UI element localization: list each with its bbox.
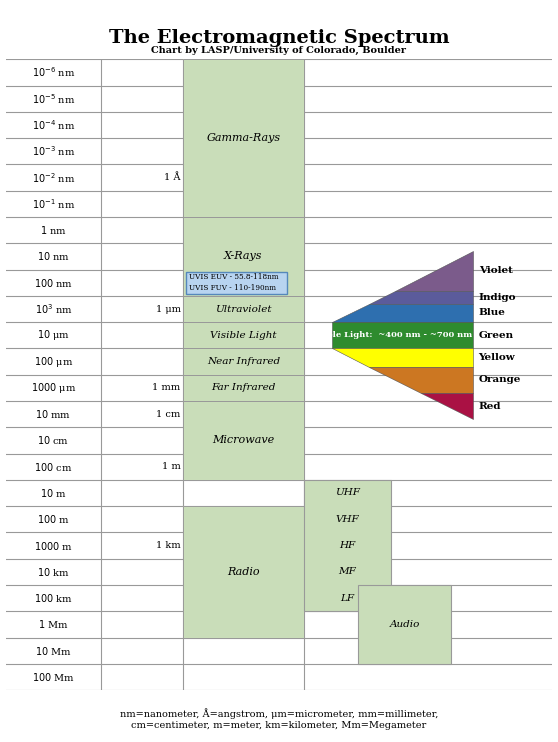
Text: Yellow: Yellow [479, 353, 515, 362]
Text: Green: Green [479, 331, 514, 340]
Text: 1 μm: 1 μm [156, 304, 181, 314]
Text: Radio: Radio [227, 567, 260, 577]
Text: Violet: Violet [479, 266, 512, 275]
Text: 1 Å: 1 Å [164, 173, 181, 182]
Bar [183, 401, 304, 480]
Text: $1$ Mm: $1$ Mm [38, 618, 69, 631]
Bar [186, 272, 287, 294]
Text: UVIS EUV - 55.8-118nm
UVIS FUV - 110-190nm: UVIS EUV - 55.8-118nm UVIS FUV - 110-190… [189, 273, 278, 292]
Text: 1 cm: 1 cm [156, 410, 181, 418]
Text: 1 km: 1 km [156, 541, 181, 550]
Polygon shape [369, 291, 473, 303]
Bar [183, 375, 304, 401]
Text: $1000$ μm: $1000$ μm [31, 381, 76, 395]
Bar [183, 59, 304, 217]
Text: Near Infrared: Near Infrared [207, 357, 280, 366]
Text: Orange: Orange [479, 375, 521, 384]
Bar [183, 349, 304, 375]
Text: $100$ nm: $100$ nm [34, 277, 73, 289]
Text: $10$ m: $10$ m [40, 487, 67, 499]
Text: Far Infrared: Far Infrared [211, 384, 276, 393]
Bar [183, 217, 304, 296]
Bar [183, 296, 304, 322]
Text: HF: HF [339, 541, 355, 550]
Text: The Electromagnetic Spectrum: The Electromagnetic Spectrum [109, 30, 449, 47]
Text: Microwave: Microwave [213, 436, 275, 445]
Polygon shape [333, 303, 473, 322]
Bar [183, 59, 304, 217]
Text: VHF: VHF [335, 515, 359, 524]
Text: Indigo: Indigo [479, 292, 516, 302]
Bar [183, 375, 304, 401]
Text: 1 mm: 1 mm [152, 384, 181, 393]
Text: $10^{-5}$ nm: $10^{-5}$ nm [32, 92, 75, 105]
Text: MF: MF [338, 568, 357, 577]
Bar [183, 349, 304, 375]
Polygon shape [421, 393, 473, 419]
Text: $10^{-6}$ nm: $10^{-6}$ nm [32, 65, 75, 79]
Polygon shape [395, 252, 473, 291]
Text: $10$ Mm: $10$ Mm [35, 645, 72, 657]
Text: $100$ cm: $100$ cm [34, 461, 73, 473]
Text: $100$ Mm: $100$ Mm [32, 671, 75, 683]
Text: $10^{-4}$ nm: $10^{-4}$ nm [32, 118, 75, 132]
Text: Chart by LASP/University of Colorado, Boulder: Chart by LASP/University of Colorado, Bo… [152, 46, 406, 55]
Text: $100$ km: $100$ km [34, 592, 73, 604]
Text: $1000$ m: $1000$ m [34, 539, 73, 551]
Text: UHF: UHF [335, 488, 360, 497]
Bar [183, 322, 304, 349]
Text: LF: LF [340, 594, 354, 603]
Text: Visible Light: Visible Light [210, 331, 277, 340]
Bar [183, 322, 304, 349]
Bar [183, 217, 304, 296]
Text: Ultraviolet: Ultraviolet [215, 304, 272, 314]
Text: $10^{-2}$ nm: $10^{-2}$ nm [32, 171, 75, 185]
Text: $100$ m: $100$ m [37, 513, 70, 525]
Text: Visible Light:  ~400 nm - ~700 nm: Visible Light: ~400 nm - ~700 nm [309, 331, 472, 339]
Bar [183, 401, 304, 480]
Text: nm=nanometer, Å=angstrom, μm=micrometer, mm=millimeter,
cm=centimeter, m=meter, : nm=nanometer, Å=angstrom, μm=micrometer,… [120, 709, 438, 729]
Polygon shape [333, 322, 473, 349]
Bar [358, 585, 451, 664]
Text: Blue: Blue [479, 309, 506, 318]
Bar [304, 480, 391, 611]
Bar [183, 506, 304, 637]
Text: $100$ μm: $100$ μm [34, 355, 73, 369]
Text: Gamma-Rays: Gamma-Rays [206, 134, 281, 143]
Text: $10$ cm: $10$ cm [37, 434, 70, 447]
Text: $10^3$ nm: $10^3$ nm [35, 302, 73, 316]
Text: $10$ μm: $10$ μm [37, 328, 70, 342]
Text: $1$ nm: $1$ nm [40, 224, 67, 236]
Polygon shape [333, 349, 473, 367]
Text: Audio: Audio [389, 620, 420, 629]
Text: $10$ nm: $10$ nm [37, 251, 70, 263]
Text: 1 m: 1 m [162, 462, 181, 471]
Bar [183, 296, 304, 322]
Polygon shape [369, 367, 473, 393]
Text: $10^{-3}$ nm: $10^{-3}$ nm [32, 145, 75, 158]
Bar [183, 506, 304, 637]
Text: $10$ km: $10$ km [37, 566, 70, 578]
Text: X-Rays: X-Rays [224, 252, 263, 261]
Text: $10^{-1}$ nm: $10^{-1}$ nm [32, 197, 75, 211]
Text: $10$ mm: $10$ mm [36, 408, 71, 420]
Text: Red: Red [479, 401, 501, 411]
